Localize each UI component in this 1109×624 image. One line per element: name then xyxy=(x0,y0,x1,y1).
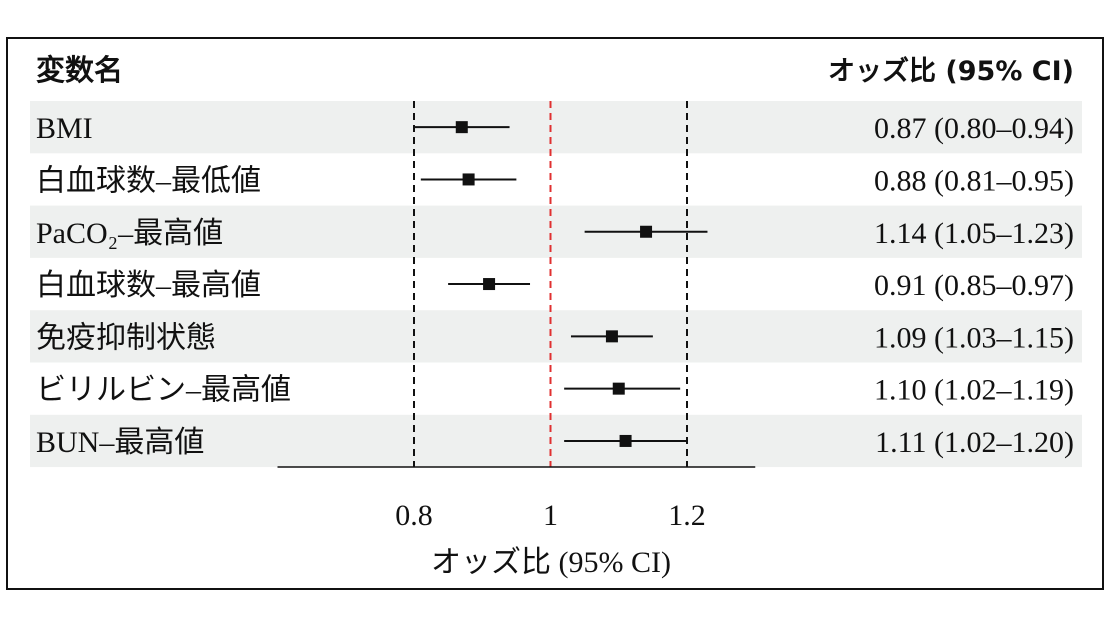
x-axis-label: オッズ比 (95% CI) xyxy=(431,546,671,579)
row-label: PaCO₂–最高値 xyxy=(36,217,223,250)
row-value: 0.88 (0.81–0.95) xyxy=(874,164,1074,197)
row-label: BUN–最高値 xyxy=(36,426,204,459)
estimate-marks xyxy=(414,121,708,447)
row-value: 1.10 (1.02–1.19) xyxy=(874,374,1074,407)
x-tick-label: 1 xyxy=(543,499,558,532)
row-label: BMI xyxy=(36,112,93,145)
estimate-marker xyxy=(605,330,618,343)
row-label: ビリルビン–最高値 xyxy=(36,374,291,407)
row-label: 白血球数–最低値 xyxy=(36,164,261,197)
row-bands xyxy=(30,101,1082,468)
row-labels: BMI 白血球数–最低値 PaCO₂–最高値白血球数–最高値免疫抑制状態ビリルビン–… xyxy=(36,112,291,459)
row-value: 1.14 (1.05–1.23) xyxy=(874,217,1074,250)
row-value: 0.91 (0.85–0.97) xyxy=(874,269,1074,302)
row-value: 1.11 (1.02–1.20) xyxy=(875,426,1074,459)
x-tick-label: 0.8 xyxy=(395,499,433,532)
row-band xyxy=(30,205,1082,258)
row-value: 1.09 (1.03–1.15) xyxy=(874,321,1074,354)
row-band xyxy=(30,310,1082,363)
row-band xyxy=(30,414,1082,468)
reference-lines xyxy=(413,101,688,467)
estimate-marker xyxy=(455,121,468,134)
row-value: 0.87 (0.80–0.94) xyxy=(874,112,1074,145)
x-tick-label: 1.2 xyxy=(668,499,706,532)
estimate-marker xyxy=(612,382,625,395)
estimate-marker xyxy=(619,434,632,447)
row-values: 0.87 (0.80–0.94) 0.88 (0.81–0.95) 1.14 (1.… xyxy=(874,112,1074,459)
row-label: 白血球数–最高値 xyxy=(36,269,261,302)
row-label: 免疫抑制状態 xyxy=(36,321,216,354)
header-odds-ratio: オッズ比 (95% CI) xyxy=(828,55,1074,87)
row-band xyxy=(30,101,1082,154)
x-axis: 0.8 1 1.2 xyxy=(277,466,756,532)
estimate-marker xyxy=(483,278,496,291)
estimate-marker xyxy=(462,173,475,186)
header-variable-name: 変数名 xyxy=(36,53,123,87)
estimate-marker xyxy=(640,225,653,238)
